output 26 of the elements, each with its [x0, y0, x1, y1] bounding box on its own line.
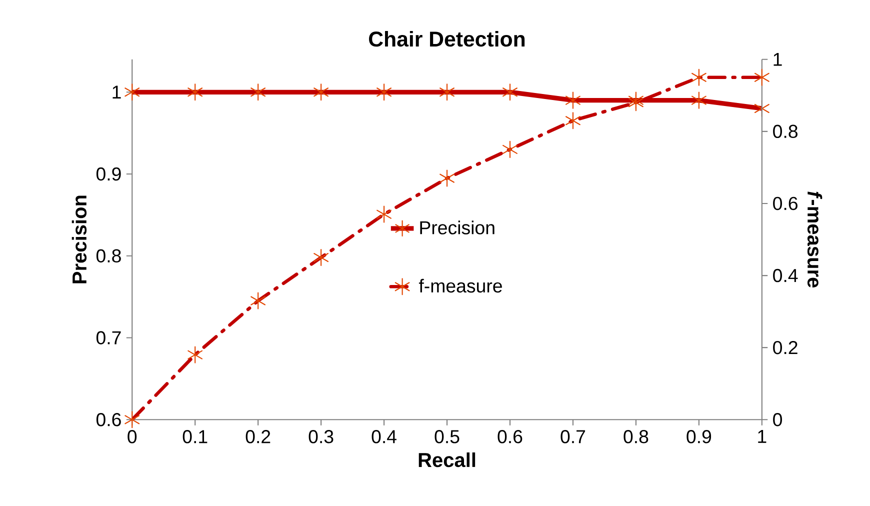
x-tick-label: 0.2 [246, 430, 270, 444]
y2-tick-label: 0.2 [773, 341, 798, 354]
y-tick-label: 0.9 [96, 168, 121, 181]
x-tick-label: 1 [758, 430, 766, 444]
x-tick-label: 0.1 [182, 430, 208, 444]
y-tick-label: 0.7 [96, 331, 121, 345]
y-tick-label: 1 [112, 86, 121, 99]
y2-tick-label: 0 [773, 413, 782, 426]
x-tick-label: 0 [128, 430, 137, 444]
x-tick-label: 0.6 [498, 430, 522, 444]
y2-tick-label: 0.8 [773, 124, 798, 138]
x-axis-title: Recall [418, 452, 476, 468]
y-tick-label: 0.6 [96, 413, 121, 426]
x-tick-label: 0.4 [372, 430, 396, 444]
x-tick-label: 0.8 [624, 430, 648, 444]
x-tick-label: 0.5 [434, 430, 460, 444]
x-tick-label: 0.3 [308, 430, 334, 444]
y-axis-title: Precision [72, 196, 87, 284]
x-tick-label: 0.9 [686, 430, 712, 444]
y2-tick-label: 0.6 [773, 196, 798, 210]
y-tick-label: 0.8 [96, 249, 121, 263]
y2-axis-title: f-measure [807, 192, 822, 288]
y2-tick-label: 0.4 [773, 269, 798, 282]
chart-title: Chair Detection [369, 31, 525, 47]
x-tick-label: 0.7 [560, 430, 586, 444]
y2-tick-label: 1 [774, 53, 782, 66]
